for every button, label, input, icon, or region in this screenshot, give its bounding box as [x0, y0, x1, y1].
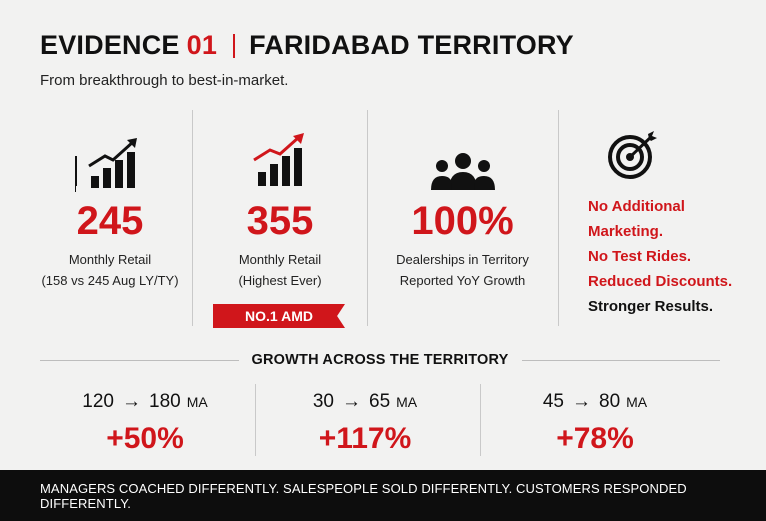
column-divider	[480, 384, 481, 456]
result-line: No Test Rides.	[588, 248, 692, 265]
divider	[40, 359, 239, 361]
stat-retail: 245 Monthly Retail (158 vs 245 Aug LY/TY…	[20, 110, 200, 291]
growth-percent: +78%	[556, 422, 634, 455]
unit-label: MA	[626, 394, 648, 410]
stat-sublabel: (158 vs 245 Aug LY/TY)	[41, 273, 179, 288]
bar-chart-growth-icon	[20, 110, 200, 192]
result-line: No Additional	[588, 198, 685, 215]
result-line: Reduced Discounts.	[588, 273, 733, 290]
growth-item: 120 → 180 MA +50%	[45, 387, 245, 456]
target-icon	[608, 130, 660, 185]
footer-banner: MANAGERS COACHED DIFFERENTLY. SALESPEOPL…	[0, 470, 766, 521]
evidence-label: EVIDENCE	[40, 30, 180, 60]
stat-sublabel: (Highest Ever)	[238, 273, 322, 288]
stat-value: 355	[246, 199, 314, 243]
stat-label: Dealerships in Territory	[396, 252, 529, 267]
unit-label: MA	[186, 394, 208, 410]
to-value: 180	[149, 391, 181, 412]
growth-item: 30 → 65 MA +117%	[265, 387, 465, 456]
stats-row: 245 Monthly Retail (158 vs 245 Aug LY/TY…	[0, 110, 766, 328]
to-value: 65	[369, 391, 391, 412]
bar-chart-growth-red-arrow-icon	[192, 110, 368, 192]
page-title: EVIDENCE 01 FARIDABAD TERRITORY	[40, 30, 574, 61]
column-divider	[255, 384, 256, 456]
growth-item: 45 → 80 MA +78%	[495, 387, 695, 456]
from-value: 45	[542, 391, 564, 412]
growth-values: 120 → 180 MA	[45, 387, 245, 417]
column-divider	[558, 110, 559, 326]
results-list: No Additional Marketing. No Test Rides. …	[588, 194, 732, 319]
column-divider	[192, 110, 193, 326]
arrow-icon: →	[342, 391, 361, 412]
stat-value: 100%	[411, 199, 514, 243]
growth-percent: +117%	[318, 422, 412, 455]
stat-retail-highest: 355 Monthly Retail (Highest Ever)	[192, 110, 368, 291]
territory-title: FARIDABAD TERRITORY	[249, 30, 574, 60]
growth-title: GROWTH ACROSS THE TERRITORY	[251, 352, 509, 368]
from-value: 30	[312, 391, 334, 412]
result-line: Stronger Results.	[588, 298, 714, 315]
growth-section-header: GROWTH ACROSS THE TERRITORY	[40, 349, 721, 371]
divider	[521, 359, 721, 361]
result-line: Marketing.	[588, 223, 664, 240]
arrow-icon: →	[572, 391, 591, 412]
subtitle: From breakthrough to best-in-market.	[40, 72, 289, 89]
stat-dealerships: 100% Dealerships in Territory Reported Y…	[367, 110, 558, 291]
arrow-icon: →	[122, 391, 141, 412]
rank-badge: NO.1 AMD	[213, 304, 345, 328]
unit-label: MA	[396, 394, 418, 410]
title-divider	[233, 33, 236, 58]
growth-percent: +50%	[106, 422, 184, 455]
stat-sublabel: Reported YoY Growth	[399, 273, 526, 288]
evidence-number: 01	[186, 30, 218, 60]
from-value: 120	[82, 391, 114, 412]
column-divider	[367, 110, 368, 326]
to-value: 80	[599, 391, 621, 412]
people-group-icon	[367, 110, 558, 192]
growth-values: 45 → 80 MA	[495, 387, 695, 417]
stat-label: Monthly Retail	[238, 252, 322, 267]
stat-value: 245	[76, 199, 144, 243]
stat-label: Monthly Retail	[68, 252, 152, 267]
growth-values: 30 → 65 MA	[265, 387, 465, 417]
